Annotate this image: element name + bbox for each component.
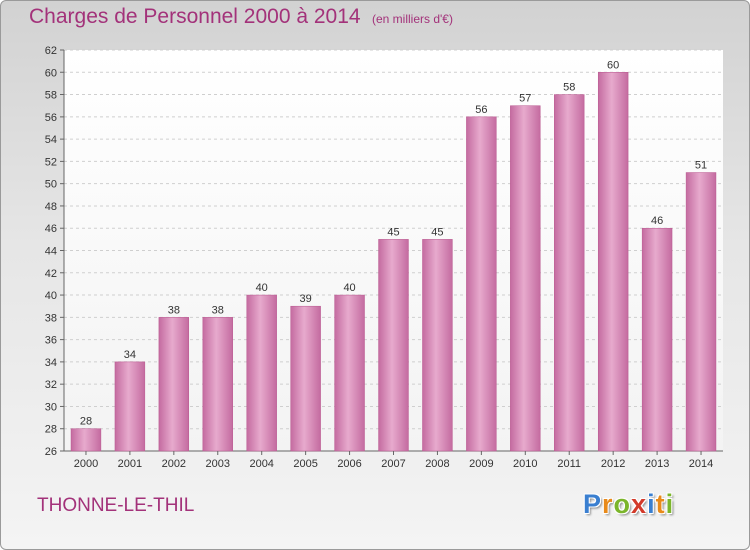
- x-tick-label-2000: 2000: [74, 458, 98, 470]
- bar-2012: [597, 72, 629, 452]
- y-tick-label: 58: [45, 90, 57, 102]
- bar-2014: [685, 172, 717, 452]
- x-tick-label-2011: 2011: [557, 458, 581, 470]
- bar-2009: [466, 116, 497, 452]
- x-tick-label-2004: 2004: [249, 458, 273, 470]
- x-tick-label-2003: 2003: [206, 458, 230, 470]
- logo-letter: P: [583, 489, 603, 519]
- y-tick-label: 26: [45, 446, 57, 458]
- x-tick-label-2010: 2010: [513, 458, 537, 470]
- y-tick-label: 48: [45, 201, 57, 213]
- bar-2004: [246, 294, 277, 452]
- bar-2002: [158, 317, 190, 452]
- y-tick-label: 40: [45, 290, 57, 302]
- y-tick-label: 56: [45, 112, 57, 124]
- x-tick-label-2001: 2001: [118, 458, 142, 470]
- data-label-2014: 51: [695, 160, 707, 172]
- data-label-2009: 56: [475, 104, 487, 116]
- chart-title: Charges de Personnel 2000 à 2014: [29, 5, 361, 28]
- data-label-2012: 60: [607, 59, 619, 71]
- logo-letter: i: [647, 489, 656, 519]
- y-tick-label: 34: [45, 357, 57, 369]
- logo-letter: i: [665, 489, 675, 519]
- data-label-2006: 40: [343, 282, 355, 294]
- y-tick-label: 28: [45, 424, 57, 436]
- x-tick-label-2013: 2013: [645, 458, 669, 470]
- y-tick-label: 50: [45, 179, 57, 191]
- y-tick-label: 60: [45, 67, 57, 79]
- y-tick-label: 36: [45, 335, 57, 347]
- data-label-2004: 40: [256, 282, 268, 294]
- x-tick-label-2014: 2014: [689, 458, 713, 470]
- proxiti-logo: Proxiti: [583, 489, 674, 520]
- x-tick-label-2012: 2012: [601, 458, 625, 470]
- x-tick-label-2008: 2008: [425, 458, 449, 470]
- chart-subtitle: (en milliers d'€): [372, 12, 453, 26]
- data-label-2005: 39: [300, 293, 312, 305]
- y-tick-label: 54: [45, 134, 57, 146]
- y-tick-label: 42: [45, 268, 57, 280]
- bar-2003: [202, 317, 233, 452]
- y-tick-label: 52: [45, 156, 57, 168]
- data-label-2002: 38: [168, 304, 180, 316]
- logo-letter: x: [631, 489, 648, 519]
- place-name: THONNE-LE-THIL: [37, 495, 195, 516]
- logo-letter: o: [613, 489, 632, 519]
- x-tick-label-2002: 2002: [162, 458, 186, 470]
- bar-2008: [422, 239, 453, 452]
- y-tick-label: 62: [45, 45, 57, 57]
- bar-2006: [334, 294, 365, 452]
- y-tick-label: 32: [45, 379, 57, 391]
- logo-letter: t: [655, 489, 666, 519]
- bar-2013: [641, 227, 673, 452]
- y-tick-label: 38: [45, 312, 57, 324]
- bar-2007: [378, 239, 409, 452]
- bar-2001: [114, 361, 146, 452]
- y-tick-label: 44: [45, 246, 57, 258]
- data-label-2011: 58: [563, 82, 575, 94]
- data-label-2013: 46: [651, 215, 663, 227]
- bar-2010: [510, 105, 541, 452]
- data-label-2010: 57: [519, 93, 531, 105]
- x-tick-label-2009: 2009: [469, 458, 493, 470]
- data-label-2001: 34: [124, 349, 136, 361]
- bar-2011: [554, 94, 585, 452]
- data-label-2007: 45: [387, 226, 399, 238]
- data-label-2008: 45: [431, 226, 443, 238]
- bar-2000: [70, 428, 102, 452]
- data-label-2000: 28: [80, 416, 92, 428]
- logo-letter: r: [602, 489, 614, 519]
- x-tick-label-2005: 2005: [293, 458, 317, 470]
- data-label-2003: 38: [212, 304, 224, 316]
- bar-2005: [290, 305, 321, 452]
- y-tick-label: 46: [45, 223, 57, 235]
- x-tick-label-2007: 2007: [381, 458, 405, 470]
- y-tick-label: 30: [45, 401, 57, 413]
- x-tick-label-2006: 2006: [337, 458, 361, 470]
